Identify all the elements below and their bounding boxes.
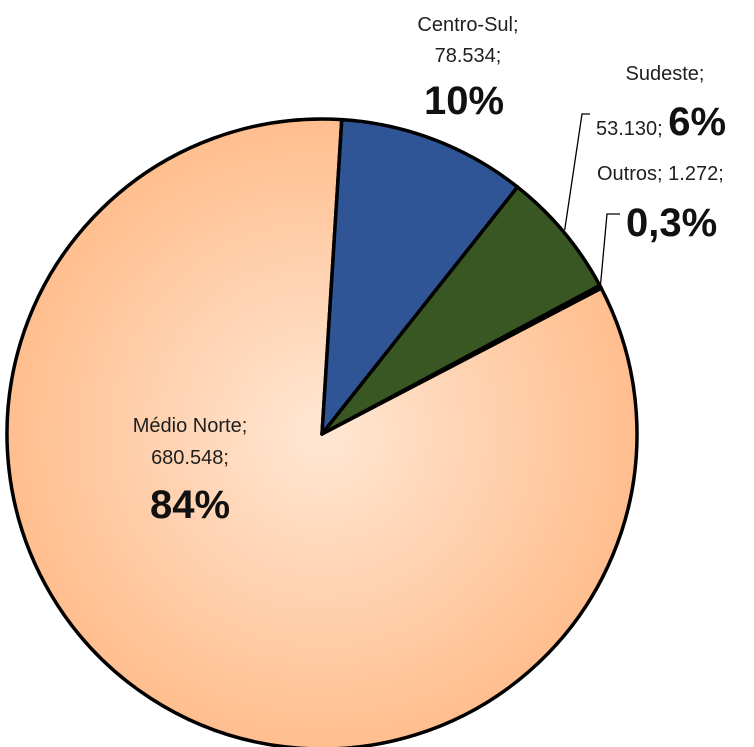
label-centro-sul: Centro-Sul; 78.534; 10% — [417, 14, 518, 123]
label-sudeste-value: 53.130 — [596, 118, 657, 140]
label-medio-norte: Médio Norte; 680.548; 84% — [133, 415, 248, 527]
slices-layer — [5, 117, 639, 747]
leader-outros — [599, 213, 620, 285]
label-outros-percent: 0,3% — [626, 201, 717, 245]
slice-sudeste — [320, 185, 602, 436]
label-sudeste-percent: 6% — [668, 100, 726, 144]
label-outros-name-value: Outros; 1.272; — [597, 163, 724, 185]
slice-centro-sul — [320, 117, 520, 436]
label-medio-norte-name: Médio Norte; — [133, 415, 248, 437]
label-sudeste-name: Sudeste; — [626, 63, 705, 85]
label-centro-sul-name: Centro-Sul; — [417, 14, 518, 36]
label-sudeste: Sudeste; 53.130; 6% — [596, 63, 726, 144]
label-medio-norte-value: 680.548; — [151, 447, 229, 469]
label-sudeste-value-line: 53.130; 6% — [596, 100, 726, 144]
leader-sudeste — [564, 113, 590, 231]
label-medio-norte-percent: 84% — [150, 483, 230, 527]
label-centro-sul-value: 78.534; — [435, 45, 502, 67]
label-outros: Outros; 1.272; 0,3% — [597, 163, 724, 245]
leader-lines — [564, 113, 620, 285]
label-centro-sul-percent: 10% — [424, 79, 504, 123]
